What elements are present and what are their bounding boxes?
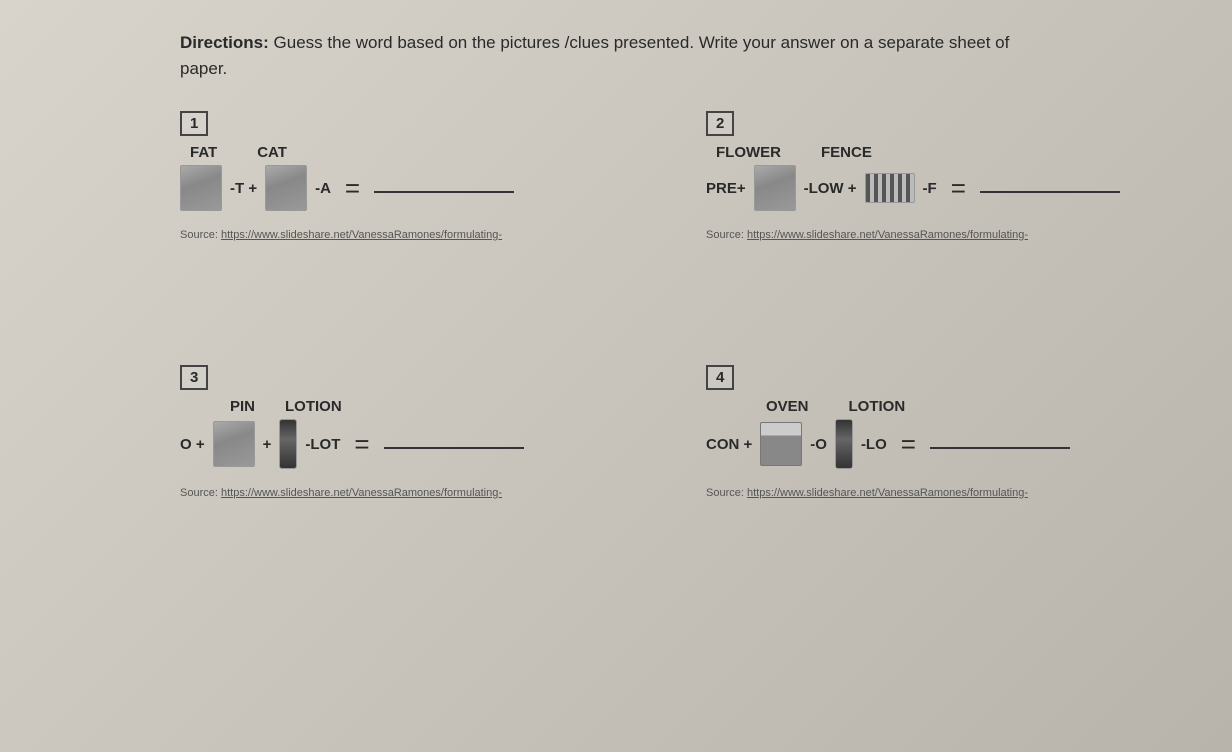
operator: -T + xyxy=(230,180,257,197)
answer-blank xyxy=(384,439,524,449)
hint-word: FENCE xyxy=(821,144,872,161)
operator: -O xyxy=(810,436,827,453)
source-citation: Source: https://www.slideshare.net/Vanes… xyxy=(706,487,1192,499)
puzzle-row: PRE+ -LOW + -F = xyxy=(706,165,1192,211)
source-citation: Source: https://www.slideshare.net/Vanes… xyxy=(706,229,1192,241)
operator: O + xyxy=(180,436,205,453)
puzzle-2: 2 FLOWER FENCE PRE+ -LOW + -F = Source: … xyxy=(706,111,1192,245)
puzzle-4: 4 OVEN LOTION CON + -O -LO = Source: htt… xyxy=(706,365,1192,499)
source-prefix: Source: xyxy=(706,229,744,241)
picture-icon xyxy=(865,173,915,203)
equals-sign: = xyxy=(901,429,916,460)
top-words: PIN LOTION xyxy=(230,398,666,415)
answer-blank xyxy=(374,183,514,193)
picture-icon xyxy=(265,165,307,211)
puzzle-number: 3 xyxy=(180,365,208,390)
answer-blank xyxy=(980,183,1120,193)
hint-word: OVEN xyxy=(766,398,809,415)
picture-icon xyxy=(754,165,796,211)
source-citation: Source: https://www.slideshare.net/Vanes… xyxy=(180,229,666,241)
operator: CON + xyxy=(706,436,752,453)
source-link[interactable]: https://www.slideshare.net/VanessaRamone… xyxy=(747,229,1028,241)
equals-sign: = xyxy=(951,173,966,204)
answer-blank xyxy=(930,439,1070,449)
source-citation: Source: https://www.slideshare.net/Vanes… xyxy=(180,487,666,499)
picture-icon xyxy=(760,422,802,466)
directions-text: Guess the word based on the pictures /cl… xyxy=(180,33,1009,78)
puzzle-1: 1 FAT CAT -T + -A = Source: https://www.… xyxy=(180,111,666,245)
picture-icon xyxy=(180,165,222,211)
hint-word: CAT xyxy=(257,144,287,161)
source-link[interactable]: https://www.slideshare.net/VanessaRamone… xyxy=(221,487,502,499)
hint-word: FLOWER xyxy=(716,144,781,161)
hint-word: LOTION xyxy=(849,398,906,415)
operator: + xyxy=(263,436,272,453)
operator: PRE+ xyxy=(706,180,746,197)
hint-word: PIN xyxy=(230,398,255,415)
operator: -A xyxy=(315,180,331,197)
top-words: OVEN LOTION xyxy=(766,398,1192,415)
picture-icon xyxy=(279,419,297,469)
picture-icon xyxy=(213,421,255,467)
operator: -F xyxy=(923,180,937,197)
puzzle-number: 1 xyxy=(180,111,208,136)
puzzle-number: 2 xyxy=(706,111,734,136)
hint-word: LOTION xyxy=(285,398,342,415)
puzzle-number: 4 xyxy=(706,365,734,390)
source-link[interactable]: https://www.slideshare.net/VanessaRamone… xyxy=(221,229,502,241)
source-prefix: Source: xyxy=(180,229,218,241)
directions-label: Directions: xyxy=(180,33,269,52)
operator: -LOW + xyxy=(804,180,857,197)
source-prefix: Source: xyxy=(706,487,744,499)
top-words: FAT CAT xyxy=(190,144,666,161)
hint-word: FAT xyxy=(190,144,217,161)
puzzle-row: -T + -A = xyxy=(180,165,666,211)
source-link[interactable]: https://www.slideshare.net/VanessaRamone… xyxy=(747,487,1028,499)
top-words: FLOWER FENCE xyxy=(716,144,1192,161)
puzzle-row: CON + -O -LO = xyxy=(706,419,1192,469)
equals-sign: = xyxy=(345,173,360,204)
puzzle-row: O + + -LOT = xyxy=(180,419,666,469)
operator: -LO xyxy=(861,436,887,453)
puzzle-grid: 1 FAT CAT -T + -A = Source: https://www.… xyxy=(180,111,1192,499)
equals-sign: = xyxy=(354,429,369,460)
operator: -LOT xyxy=(305,436,340,453)
directions: Directions: Guess the word based on the … xyxy=(180,30,1030,81)
source-prefix: Source: xyxy=(180,487,218,499)
picture-icon xyxy=(835,419,853,469)
puzzle-3: 3 PIN LOTION O + + -LOT = Source: https:… xyxy=(180,365,666,499)
